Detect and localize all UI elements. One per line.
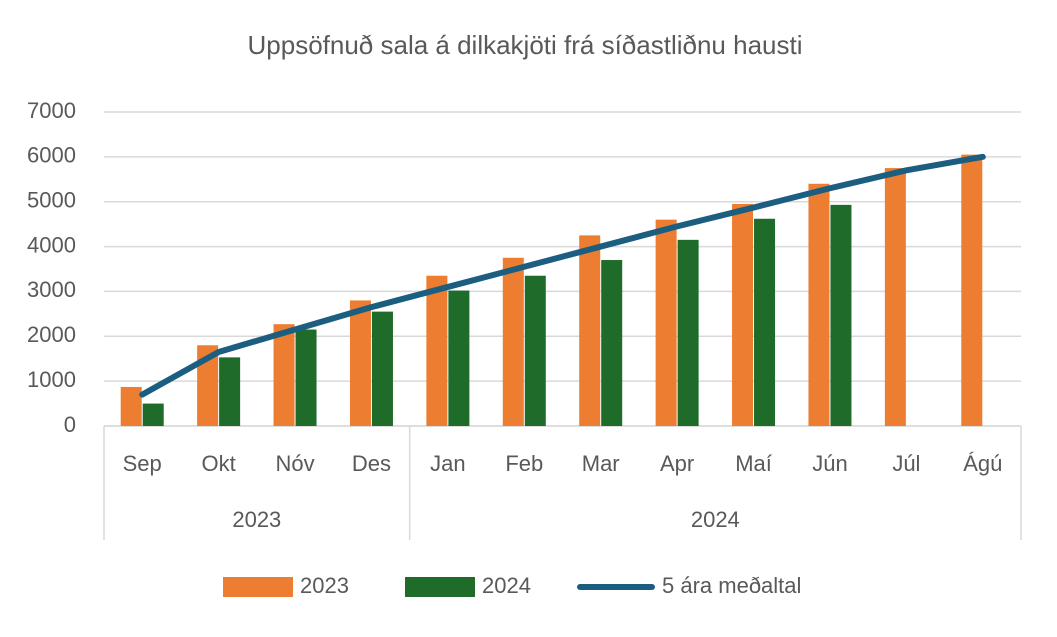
y-tick-label: 0 — [64, 412, 76, 437]
bar — [601, 260, 623, 426]
bar — [677, 239, 699, 426]
bar — [120, 386, 142, 426]
x-tick-label: Apr — [660, 451, 694, 476]
x-tick-label: Júl — [892, 451, 920, 476]
x-tick-label: Okt — [202, 451, 236, 476]
bar — [219, 357, 241, 426]
bar — [732, 203, 754, 426]
bar — [273, 324, 295, 426]
line — [139, 153, 986, 398]
bar — [961, 154, 983, 426]
bar — [448, 290, 470, 426]
legend-swatch — [405, 577, 475, 597]
bar — [295, 329, 317, 426]
bar — [371, 311, 393, 426]
x-tick-label: Maí — [735, 451, 772, 476]
bar — [349, 300, 371, 426]
y-tick-label: 5000 — [27, 188, 76, 213]
bar — [884, 168, 906, 427]
bar — [830, 204, 852, 426]
x-tick-label: Nóv — [275, 451, 314, 476]
bar — [502, 257, 524, 426]
bar — [754, 218, 776, 426]
x-tick-label: Jan — [430, 451, 465, 476]
bar — [142, 403, 164, 426]
y-tick-label: 2000 — [27, 322, 76, 347]
legend-label: 2024 — [482, 573, 531, 598]
legend-swatch — [223, 577, 293, 597]
group-label: 2023 — [232, 507, 281, 532]
x-tick-label: Sep — [123, 451, 162, 476]
chart-title: Uppsöfnuð sala á dilkakjöti frá síðastli… — [248, 30, 803, 60]
x-tick-label: Jún — [812, 451, 847, 476]
bar — [579, 235, 601, 426]
bar — [655, 219, 677, 426]
bar — [808, 183, 830, 426]
bar — [426, 275, 448, 426]
legend-label: 2023 — [300, 573, 349, 598]
y-tick-label: 7000 — [27, 98, 76, 123]
x-tick-label: Feb — [505, 451, 543, 476]
x-tick-label: Mar — [582, 451, 620, 476]
y-tick-label: 3000 — [27, 277, 76, 302]
bar — [197, 345, 219, 426]
bar — [524, 275, 546, 426]
group-label: 2024 — [691, 507, 740, 532]
y-tick-label: 4000 — [27, 232, 76, 257]
y-tick-label: 6000 — [27, 143, 76, 168]
y-tick-label: 1000 — [27, 367, 76, 392]
x-tick-label: Ágú — [963, 451, 1002, 476]
legend-label: 5 ára meðaltal — [662, 573, 801, 598]
x-tick-label: Des — [352, 451, 391, 476]
